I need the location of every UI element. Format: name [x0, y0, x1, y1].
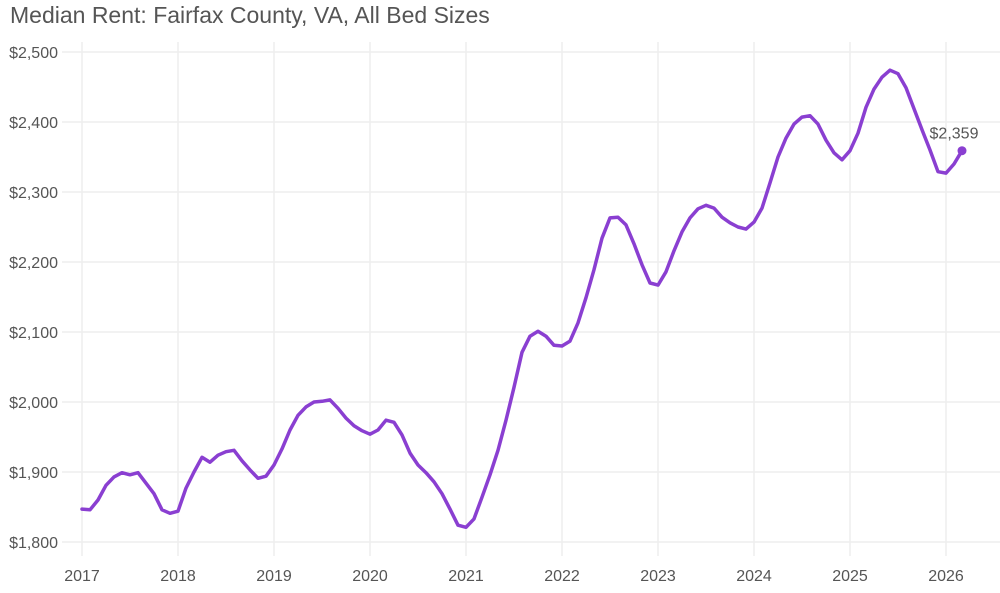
end-value-label: $2,359: [930, 126, 979, 143]
x-tick-label: 2017: [64, 568, 100, 585]
x-axis-tick-labels: 2017 2018 2019 2020 2021 2022 2023 2024 2025 2026: [64, 568, 964, 585]
end-point-marker: [957, 146, 967, 156]
y-axis-tick-labels: $1,800 $1,900 $2,000 $2,100 $2,200 $2,300 $2,4…: [9, 45, 58, 552]
vertical-gridlines: [81, 42, 947, 556]
x-tick-label: 2020: [352, 568, 388, 585]
y-tick-label: $2,000: [9, 395, 58, 412]
x-tick-label: 2025: [832, 568, 868, 585]
y-tick-label: $2,300: [9, 185, 58, 202]
x-tick-label: 2021: [448, 568, 484, 585]
x-tick-label: 2018: [160, 568, 196, 585]
y-tick-label: $2,200: [9, 255, 58, 272]
y-tick-label: $2,400: [9, 115, 58, 132]
x-tick-label: 2022: [544, 568, 580, 585]
x-tick-label: 2024: [736, 568, 772, 585]
y-tick-label: $1,900: [9, 465, 58, 482]
series-line-median-rent: [80, 68, 964, 530]
chart-title: Median Rent: Fairfax County, VA, All Bed…: [10, 2, 490, 28]
y-tick-label: $2,500: [9, 45, 58, 62]
y-tick-label: $2,100: [9, 325, 58, 342]
x-tick-label: 2026: [928, 568, 964, 585]
horizontal-gridlines: [62, 51, 1000, 543]
x-tick-label: 2023: [640, 568, 676, 585]
x-tick-label: 2019: [256, 568, 292, 585]
series-layer: $2,359: [80, 68, 979, 530]
y-tick-label: $1,800: [9, 535, 58, 552]
